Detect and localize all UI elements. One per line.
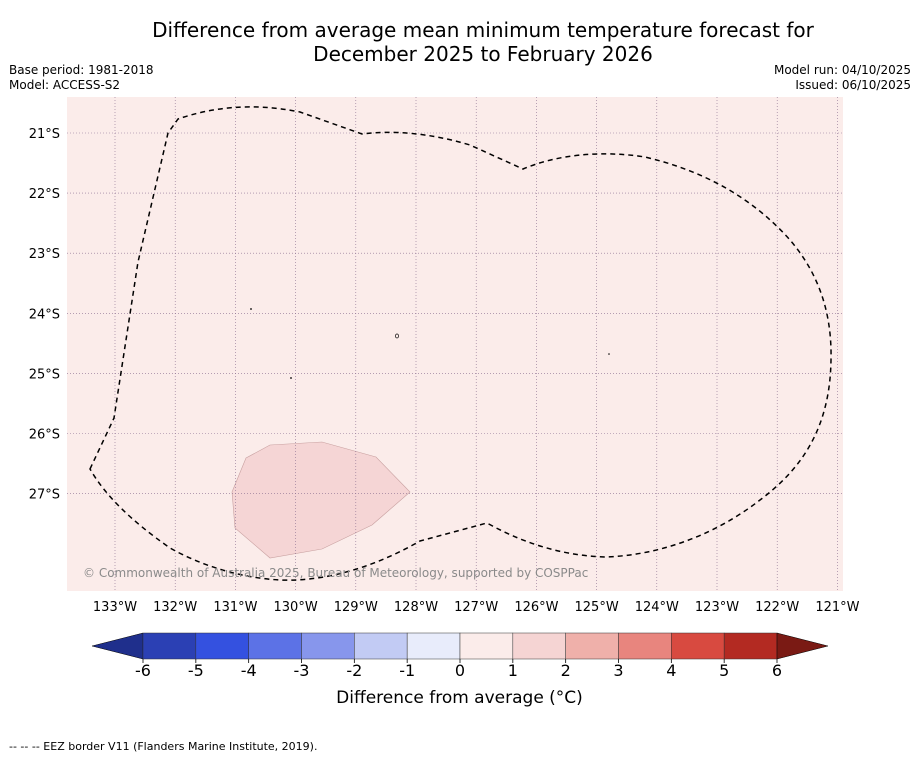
colorbar-extend-low xyxy=(91,632,144,660)
colorbar xyxy=(91,632,829,660)
latitude-label: 24°S xyxy=(29,307,60,322)
colorbar-tick-label: 3 xyxy=(613,661,623,680)
colorbar-tick-label: 1 xyxy=(508,661,518,680)
longitude-label: 122°W xyxy=(755,600,799,615)
colorbar-tick-label: -1 xyxy=(399,661,415,680)
longitude-label: 124°W xyxy=(635,600,679,615)
colorbar-segment xyxy=(723,632,778,660)
longitude-label: 126°W xyxy=(514,600,558,615)
issued-date: Issued: 06/10/2025 xyxy=(795,78,911,92)
colorbar-segment xyxy=(195,632,249,660)
longitude-label: 121°W xyxy=(815,600,859,615)
colorbar-tick-label: -2 xyxy=(346,661,362,680)
colorbar-segment xyxy=(406,632,461,660)
island-marker xyxy=(608,353,610,355)
colorbar-tick-label: -3 xyxy=(294,661,310,680)
island-marker xyxy=(395,333,399,339)
island-marker xyxy=(250,308,252,310)
colorbar-tick-label: -5 xyxy=(188,661,204,680)
latitude-label: 21°S xyxy=(29,127,60,142)
footnote: -- -- -- EEZ border V11 (Flanders Marine… xyxy=(9,740,318,753)
island-marker xyxy=(290,377,292,379)
copyright-text: © Commonwealth of Australia 2025, Bureau… xyxy=(83,566,588,580)
colorbar-segment xyxy=(301,632,355,660)
latitude-label: 26°S xyxy=(29,428,60,443)
meta-right: Model run: 04/10/2025 Issued: 06/10/2025 xyxy=(774,63,911,93)
colorbar-label: Difference from average (°C) xyxy=(336,688,583,708)
title-line-2: December 2025 to February 2026 xyxy=(313,42,653,66)
meta-left: Base period: 1981-2018 Model: ACCESS-S2 xyxy=(9,63,154,93)
colorbar-segment xyxy=(142,632,197,660)
gridlines xyxy=(67,97,843,591)
colorbar-segment xyxy=(248,632,302,660)
longitude-label: 132°W xyxy=(153,600,197,615)
eez-border xyxy=(89,106,832,581)
colorbar-ticks: -6 -5 -4 -3 -2 -1 0 1 2 3 4 5 6 xyxy=(135,659,782,680)
chart-title: Difference from average mean minimum tem… xyxy=(0,18,919,66)
model-name: Model: ACCESS-S2 xyxy=(9,78,121,92)
model-run: Model run: 04/10/2025 xyxy=(773,63,911,77)
latitude-label: 22°S xyxy=(29,187,60,202)
colorbar-extend-high xyxy=(776,632,829,660)
colorbar-tick-label: 0 xyxy=(455,661,465,680)
colorbar-segment xyxy=(565,632,619,660)
colorbar-tick-label: 2 xyxy=(561,661,571,680)
longitude-label: 129°W xyxy=(334,600,378,615)
anomaly-patch-1-2 xyxy=(231,441,411,559)
colorbar-tick-label: -4 xyxy=(241,661,257,680)
longitude-label: 131°W xyxy=(213,600,257,615)
longitude-label: 123°W xyxy=(695,600,739,615)
colorbar-tick-label: 6 xyxy=(772,661,782,680)
colorbar-segment xyxy=(459,632,514,660)
longitude-label: 128°W xyxy=(394,600,438,615)
colorbar-segment xyxy=(671,632,725,660)
latitude-label: 27°S xyxy=(29,488,60,503)
colorbar-segment xyxy=(618,632,672,660)
colorbar-segment xyxy=(354,632,408,660)
longitude-label: 127°W xyxy=(454,600,498,615)
longitude-label: 130°W xyxy=(274,600,318,615)
latitude-labels: 21°S 22°S 23°S 24°S 25°S 26°S 27°S xyxy=(29,127,60,503)
longitude-label: 125°W xyxy=(575,600,619,615)
colorbar-tick-label: 5 xyxy=(719,661,729,680)
title-line-1: Difference from average mean minimum tem… xyxy=(152,18,814,42)
colorbar-segment xyxy=(512,632,566,660)
base-period: Base period: 1981-2018 xyxy=(9,63,154,77)
latitude-label: 25°S xyxy=(29,367,60,382)
colorbar-tick-label: 4 xyxy=(666,661,676,680)
longitude-labels: 133°W 132°W 131°W 130°W 129°W 128°W 127°W 126°W… xyxy=(93,600,860,615)
map-background xyxy=(67,97,843,591)
colorbar-tick-label: -6 xyxy=(135,661,151,680)
longitude-label: 133°W xyxy=(93,600,137,615)
latitude-label: 23°S xyxy=(29,247,60,262)
